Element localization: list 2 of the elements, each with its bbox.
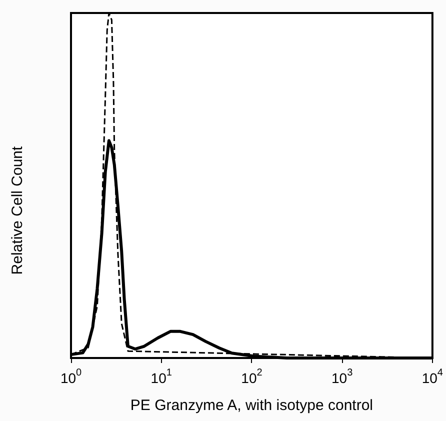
x-axis-title: PE Granzyme A, with isotype control	[130, 397, 374, 414]
y-axis-title: Relative Cell Count	[9, 145, 26, 275]
